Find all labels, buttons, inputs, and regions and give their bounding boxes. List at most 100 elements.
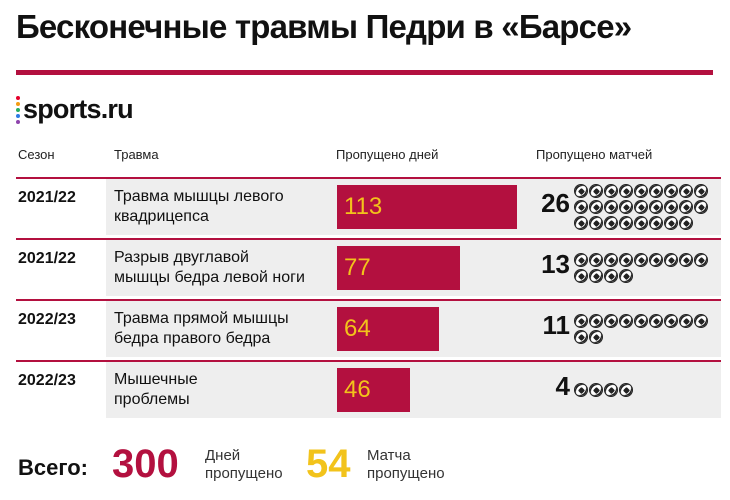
injury-label: Травма прямой мышцы бедра правого бедра [114,309,334,349]
soccer-ball-icon [679,200,693,214]
soccer-ball-icon [694,200,708,214]
soccer-ball-icon [694,314,708,328]
injury-line: мышцы бедра левой ноги [114,269,305,286]
soccer-ball-icon [604,216,618,230]
header-days: Пропущено дней [336,147,439,162]
soccer-ball-icon [604,200,618,214]
injury-label: Мышечные проблемы [114,370,334,410]
matches-value: 26 [541,188,570,218]
days-value: 46 [344,376,371,403]
soccer-ball-icon [649,253,663,267]
soccer-ball-icon [679,184,693,198]
total-label: Всего: [18,455,88,480]
soccer-ball-icon [589,269,603,283]
injury-line: Разрыв двуглавой [114,249,249,266]
soccer-ball-icon [604,314,618,328]
ball-icons [574,383,709,397]
soccer-ball-icon [649,184,663,198]
header-injury: Травма [114,147,159,162]
soccer-ball-icon [634,200,648,214]
logo-dot [16,114,20,118]
injury-label: Травма мышцы левого квадрицепса [114,187,334,227]
caption-line: Матча [367,447,411,464]
logo-dots [16,96,20,124]
row-divider [16,177,721,179]
soccer-ball-icon [649,200,663,214]
injury-line: квадрицепса [114,208,209,225]
injury-line: Травма прямой мышцы [114,310,289,327]
total-matches-value: 54 [306,442,351,486]
logo-dot [16,120,20,124]
soccer-ball-icon [679,314,693,328]
soccer-ball-icon [634,314,648,328]
soccer-ball-icon [619,253,633,267]
caption-line: пропущено [205,465,283,482]
soccer-ball-icon [679,216,693,230]
soccer-ball-icon [664,314,678,328]
logo-dot [16,102,20,106]
soccer-ball-icon [574,200,588,214]
soccer-ball-icon [619,383,633,397]
soccer-ball-icon [574,216,588,230]
soccer-ball-icon [619,200,633,214]
soccer-ball-icon [664,253,678,267]
table-row: 2022/23 Травма прямой мышцы бедра правог… [0,299,730,357]
table-row: 2021/22 Разрыв двуглавой мышцы бедра лев… [0,238,730,296]
season-label: 2022/23 [18,372,76,389]
header-season: Сезон [18,147,55,162]
table-row: 2021/22 Травма мышцы левого квадрицепса … [0,177,730,235]
injury-line: проблемы [114,391,190,408]
title-divider [16,70,713,75]
total-matches-caption: Матча пропущено [367,447,445,483]
soccer-ball-icon [664,200,678,214]
soccer-ball-icon [574,253,588,267]
soccer-ball-icon [604,269,618,283]
caption-line: Дней [205,447,241,464]
days-value: 113 [344,193,383,220]
soccer-ball-icon [694,184,708,198]
page-title: Бесконечные травмы Педри в «Барсе» [16,8,632,45]
soccer-ball-icon [574,269,588,283]
soccer-ball-icon [604,253,618,267]
season-label: 2021/22 [18,250,76,267]
soccer-ball-icon [589,383,603,397]
injury-line: бедра правого бедра [114,330,271,347]
soccer-ball-icon [649,314,663,328]
soccer-ball-icon [634,216,648,230]
soccer-ball-icon [619,184,633,198]
total-days-value: 300 [112,442,179,486]
row-divider [16,360,721,362]
soccer-ball-icon [589,200,603,214]
table-row: 2022/23 Мышечные проблемы 46 4 [0,360,730,418]
soccer-ball-icon [604,383,618,397]
soccer-ball-icon [619,216,633,230]
soccer-ball-icon [574,383,588,397]
row-divider [16,299,721,301]
injury-line: Травма мышцы левого [114,188,284,205]
soccer-ball-icon [589,253,603,267]
caption-line: пропущено [367,465,445,482]
soccer-ball-icon [649,216,663,230]
days-bar: 46 [337,368,410,412]
soccer-ball-icon [589,330,603,344]
soccer-ball-icon [679,253,693,267]
season-label: 2021/22 [18,189,76,206]
header-matches: Пропущено матчей [536,147,653,162]
days-value: 77 [344,254,371,281]
season-label: 2022/23 [18,311,76,328]
injury-line: Мышечные [114,371,198,388]
soccer-ball-icon [574,330,588,344]
days-bar: 77 [337,246,460,290]
matches-value: 11 [542,310,571,340]
ball-icons [574,253,709,283]
soccer-ball-icon [664,184,678,198]
total-days-caption: Дней пропущено [205,447,283,483]
soccer-ball-icon [574,314,588,328]
soccer-ball-icon [589,216,603,230]
soccer-ball-icon [619,314,633,328]
ball-icons [574,314,709,344]
soccer-ball-icon [634,253,648,267]
days-bar: 113 [337,185,517,229]
logo-dot [16,108,20,112]
soccer-ball-icon [634,184,648,198]
